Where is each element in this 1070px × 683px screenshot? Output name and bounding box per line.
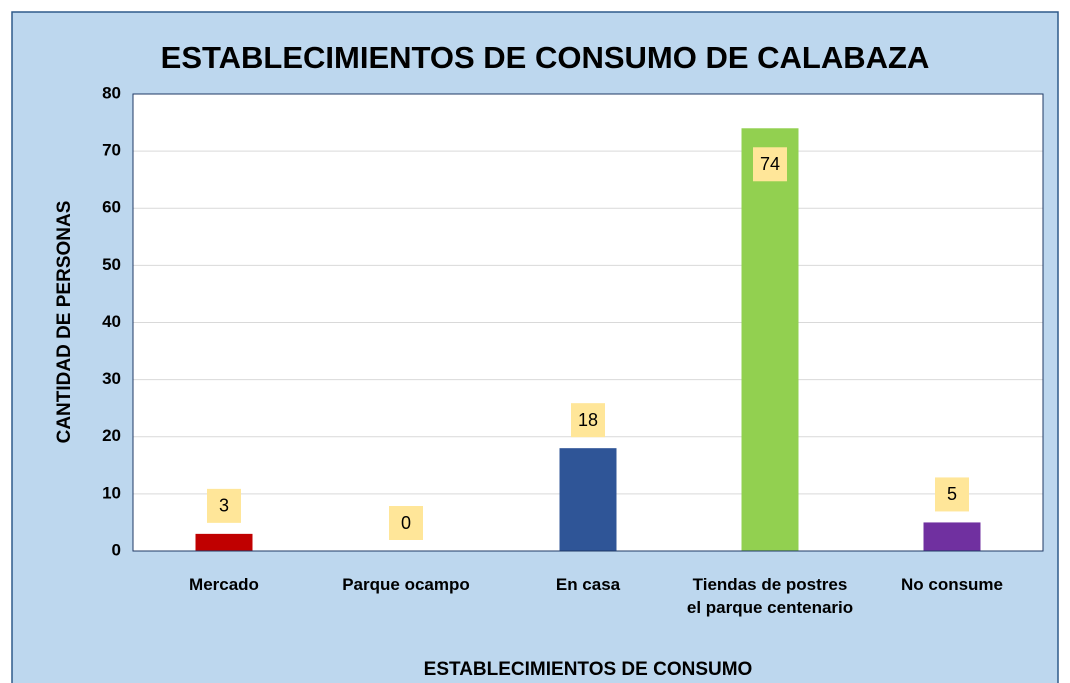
data-label-box [571, 403, 605, 438]
x-tick-label: En casa [555, 575, 621, 594]
data-label: 74 [760, 154, 780, 174]
y-tick-label: 30 [102, 369, 121, 388]
plot-area [132, 93, 1044, 552]
y-tick-label: 0 [112, 540, 121, 559]
y-tick-label: 60 [102, 198, 121, 217]
y-tick-label: 10 [102, 483, 121, 502]
x-tick-label: Mercado [189, 575, 259, 594]
data-label-box [389, 506, 423, 540]
y-tick-label: 80 [102, 83, 121, 102]
bar [923, 522, 981, 551]
x-tick-label: No consume [900, 575, 1004, 594]
data-label-box [753, 147, 787, 182]
data-label: 18 [578, 410, 598, 430]
bar [741, 128, 799, 551]
x-tick-label: Parque ocampo [342, 575, 470, 594]
x-axis-title: ESTABLECIMIENTOS DE CONSUMO [424, 659, 753, 680]
y-tick-label: 70 [102, 141, 121, 160]
bar [195, 533, 253, 551]
data-label: 5 [947, 484, 957, 504]
y-tick-label: 40 [102, 312, 121, 331]
chart-title: ESTABLECIMIENTOS DE CONSUMO DE CALABAZA [161, 40, 930, 75]
data-label: 3 [219, 496, 229, 516]
y-tick-label: 50 [102, 255, 121, 274]
data-label-box [935, 477, 969, 512]
y-tick-label: 20 [102, 426, 121, 445]
y-axis-title: CANTIDAD DE PERSONAS [54, 201, 75, 444]
data-label-box [207, 488, 241, 523]
data-label: 0 [401, 513, 411, 533]
bar [559, 448, 617, 551]
x-tick-label: Tiendas de postres el parque centenario [686, 575, 854, 617]
